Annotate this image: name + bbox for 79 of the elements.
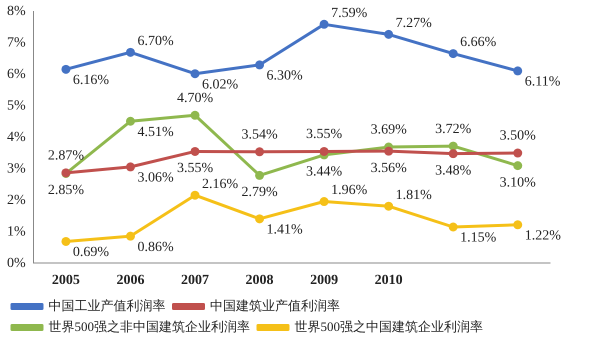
point — [190, 146, 200, 156]
point — [126, 162, 135, 172]
data-label: 2.87% — [48, 148, 84, 164]
data-label: 3.50% — [500, 128, 536, 144]
data-label: 6.02% — [202, 77, 239, 92]
data-label: 4.70% — [176, 90, 214, 106]
data-label: 1.22% — [524, 228, 562, 244]
point — [384, 146, 394, 156]
data-label: 3.69% — [370, 122, 408, 138]
point — [190, 110, 200, 120]
x-tick-label: 2010 — [374, 273, 403, 288]
data-label: 3.55% — [306, 127, 343, 142]
point — [190, 190, 200, 200]
legend-label: 世界500强之非中国建筑企业利润率 — [48, 318, 250, 334]
data-label: 3.54% — [241, 127, 278, 142]
point — [320, 197, 329, 206]
point — [513, 66, 522, 76]
data-label: 7.59% — [331, 6, 368, 21]
point — [255, 60, 264, 70]
data-label: 2.79% — [241, 185, 278, 200]
point — [126, 232, 135, 241]
data-label: 3.48% — [435, 163, 472, 178]
y-tick-label: 0% — [6, 256, 26, 271]
point — [320, 146, 329, 156]
y-tick-label: 4% — [6, 130, 26, 145]
point — [513, 161, 522, 170]
data-label: 3.44% — [306, 164, 343, 180]
data-label: 3.72% — [435, 122, 472, 137]
data-label: 6.30% — [266, 68, 304, 84]
point — [448, 222, 458, 232]
point — [255, 147, 264, 156]
point — [448, 149, 458, 158]
point — [255, 214, 264, 224]
legend-label: 中国工业产值利润率 — [48, 298, 166, 313]
y-tick-label: 1% — [6, 224, 26, 240]
point — [126, 48, 135, 57]
y-tick-label: 6% — [6, 67, 26, 82]
data-label: 6.70% — [137, 34, 174, 49]
x-tick-label: 2006 — [116, 273, 144, 288]
data-label: 1.96% — [331, 183, 368, 198]
data-label: 1.41% — [266, 222, 304, 238]
point — [255, 170, 264, 180]
x-tick-label: 2005 — [52, 273, 80, 288]
data-label: 2.16% — [202, 176, 239, 192]
data-label: 1.81% — [396, 188, 432, 203]
point — [126, 116, 135, 126]
x-tick-label: 2009 — [310, 273, 338, 288]
legend-label: 世界500强之中国建筑企业利润率 — [294, 318, 483, 334]
data-label: 6.66% — [460, 35, 497, 50]
point — [384, 30, 394, 39]
data-label: 3.10% — [500, 175, 536, 190]
data-label: 0.86% — [137, 240, 174, 255]
point — [384, 202, 394, 211]
x-tick-label: 2007 — [181, 273, 210, 288]
point — [513, 220, 522, 230]
legend-label: 中国建筑业产值利润率 — [210, 298, 340, 313]
y-tick-label: 2% — [6, 192, 26, 208]
data-label: 2.85% — [48, 183, 84, 198]
data-label: 6.11% — [524, 74, 561, 90]
point — [320, 20, 329, 29]
data-label: 7.27% — [396, 16, 432, 32]
data-label: 3.55% — [176, 161, 214, 176]
data-label: 3.06% — [137, 170, 174, 186]
point — [61, 64, 70, 74]
data-label: 3.56% — [370, 160, 408, 176]
point — [448, 142, 458, 151]
x-tick-label: 2008 — [246, 273, 274, 288]
data-label: 6.16% — [72, 72, 110, 88]
point — [190, 69, 200, 78]
y-tick-label: 3% — [6, 161, 26, 176]
data-label: 1.15% — [460, 230, 497, 246]
point — [448, 49, 458, 58]
y-tick-label: 8% — [6, 4, 26, 20]
y-tick-label: 7% — [6, 36, 26, 51]
point — [513, 148, 522, 158]
point — [61, 236, 70, 246]
data-label: 4.51% — [137, 124, 174, 140]
data-label: 0.69% — [72, 245, 110, 260]
y-tick-label: 5% — [6, 98, 26, 114]
